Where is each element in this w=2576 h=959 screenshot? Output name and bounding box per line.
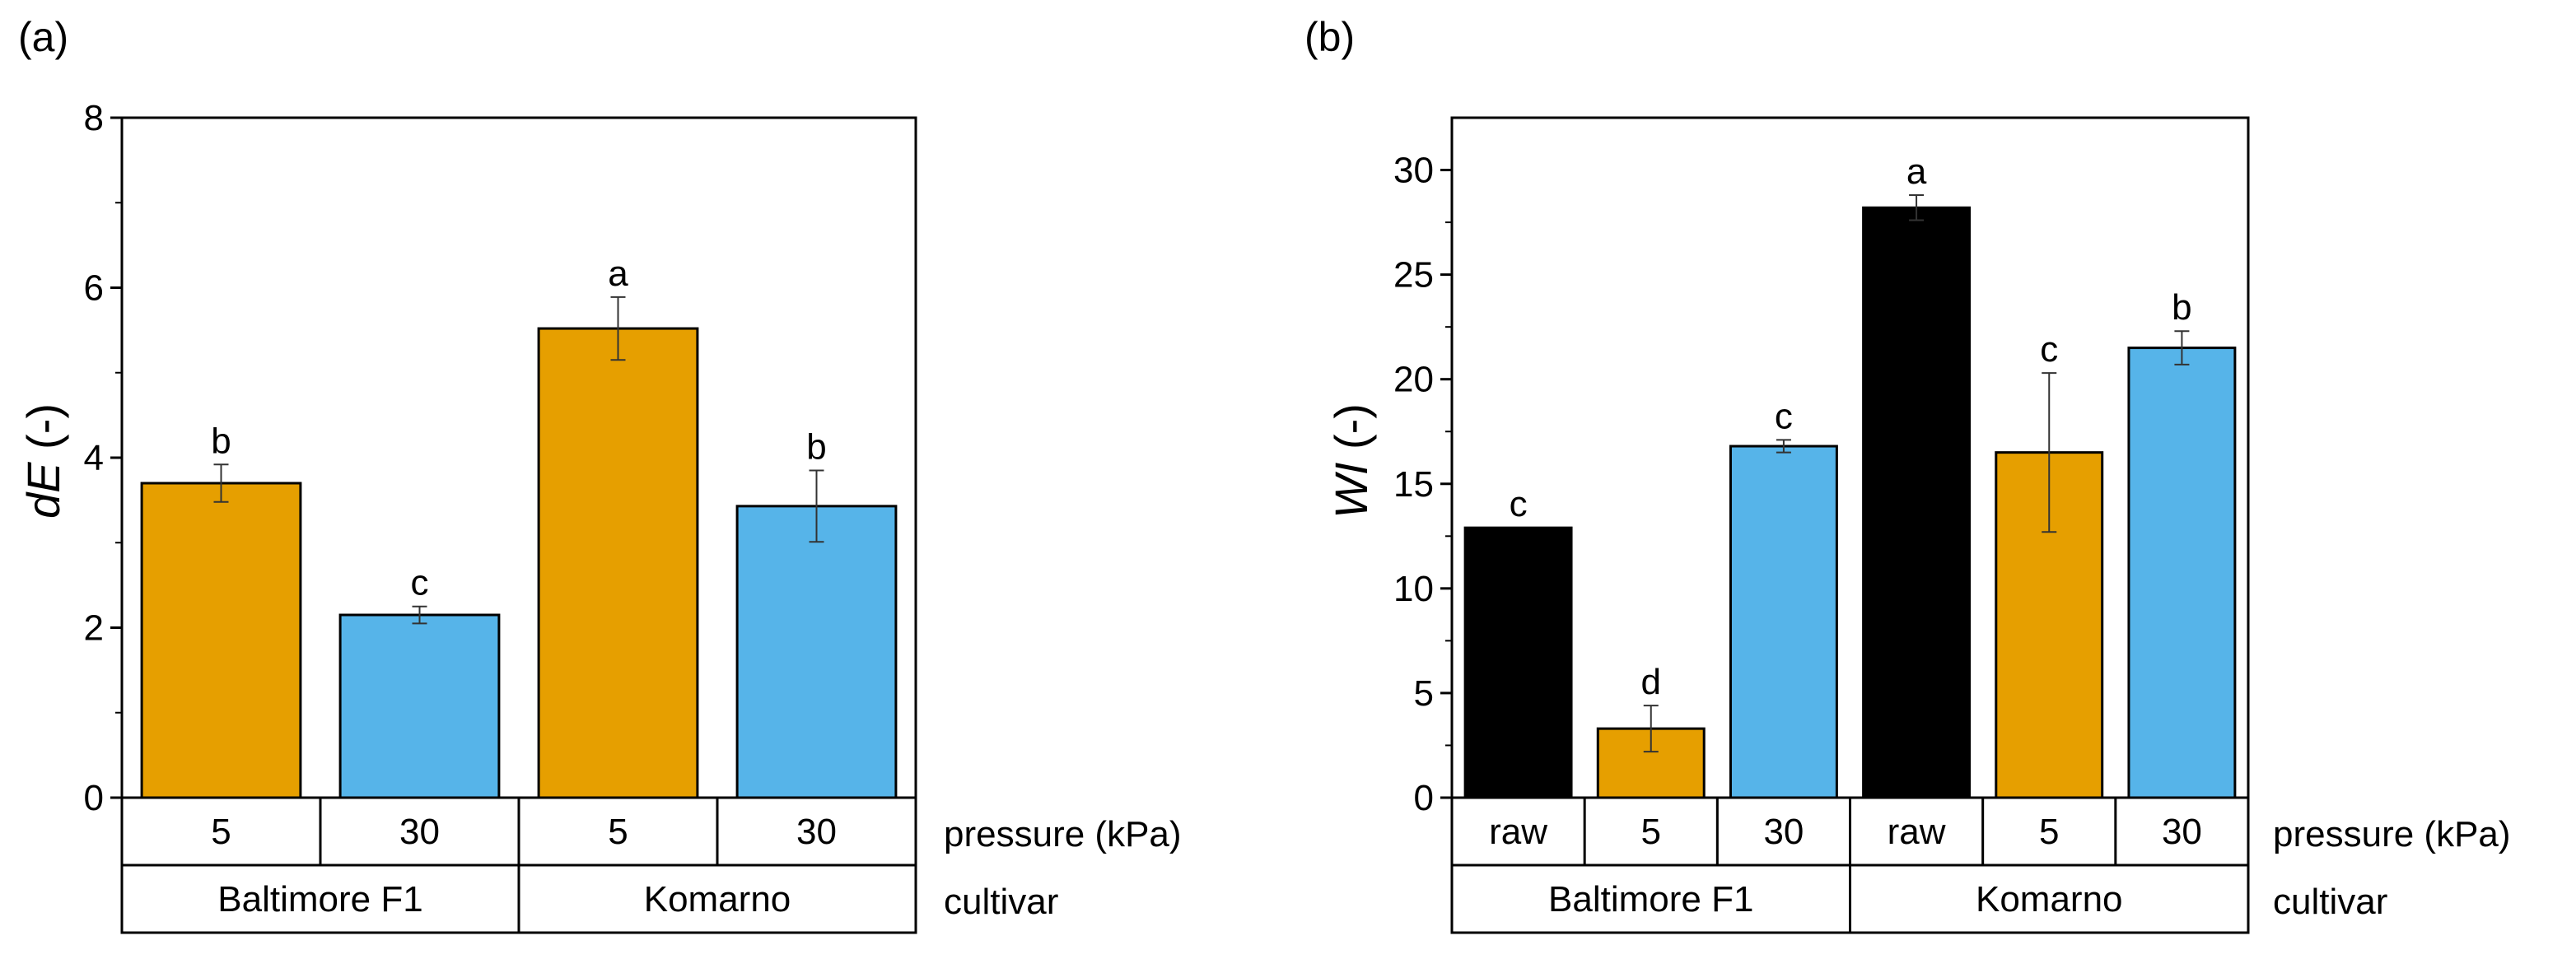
panel-b-y-tick-label-3: 10 (1393, 569, 1434, 609)
panel-a-y-tick-label-5: 8 (84, 98, 104, 138)
panel-b-bar-6 (2127, 347, 2237, 799)
panel-b-significance-letter-2: d (1641, 662, 1661, 702)
panel-a-cultivar-cell-1: Baltimore F1 (217, 879, 422, 919)
panel-b-pressure-cell-3: 30 (1763, 812, 1804, 852)
panel-a-bar-3 (537, 327, 699, 799)
panel-b-pressure-cell-2: 5 (1641, 812, 1661, 852)
panel-a-pressure-cell-2: 30 (399, 812, 440, 852)
panel-a-pressure-cell-4: 30 (796, 812, 837, 852)
panel-b-significance-letter-3: c (1775, 396, 1793, 436)
panel-b-significance-letter-6: b (2172, 287, 2191, 328)
panel-a-label: (a) (18, 14, 68, 60)
panel-a-significance-letter-2: c (411, 563, 429, 603)
panel-b-significance-letter-1: c (1510, 484, 1528, 524)
panel-a-significance-letter-1: b (211, 421, 231, 461)
panel-a-y-axis-label: dE (-) (17, 403, 69, 519)
panel-a-cultivar-row-label: cultivar (944, 882, 1058, 922)
panel-a-bar-4 (735, 505, 898, 799)
panel-b-significance-letter-4: a (1906, 151, 1927, 192)
panel-b-pressure-cell-4: raw (1888, 812, 1946, 852)
panel-b-y-tick-label-5: 20 (1393, 360, 1434, 400)
panel-a-bar-2 (338, 613, 501, 799)
panel-a-significance-letter-4: b (806, 426, 826, 467)
panel-a-pressure-row-label: pressure (kPa) (944, 814, 1182, 854)
panel-a-bar-1 (140, 482, 302, 799)
panel-b-y-tick-label-4: 15 (1393, 464, 1434, 505)
panel-b-pressure-cell-6: 30 (2162, 812, 2202, 852)
panel-b-cultivar-row-label: cultivar (2273, 882, 2387, 922)
panel-b-pressure-cell-5: 5 (2039, 812, 2059, 852)
panel-b-y-tick-label-1: 0 (1414, 778, 1434, 818)
panel-a-pressure-cell-3: 5 (608, 812, 628, 852)
panel-b-bar-4 (1862, 206, 1972, 799)
panel-b-pressure-cell-1: raw (1489, 812, 1547, 852)
panel-b-y-axis-label: WI (-) (1325, 403, 1377, 519)
panel-b-pressure-row-label: pressure (kPa) (2273, 814, 2511, 854)
panel-b-significance-letter-5: c (2040, 329, 2058, 370)
panel-a-y-tick-label-4: 6 (84, 268, 104, 309)
panel-a-y-tick-label-3: 4 (84, 438, 104, 478)
panel-a-y-tick-label-1: 0 (84, 778, 104, 818)
panel-a-y-tick-label-2: 2 (84, 608, 104, 649)
panel-a-pressure-cell-1: 5 (211, 812, 231, 852)
panel-b-cultivar-cell-1: Baltimore F1 (1548, 879, 1753, 919)
panel-a-cultivar-cell-2: Komarno (644, 879, 791, 919)
panel-b-label: (b) (1304, 14, 1355, 60)
panel-b-bar-1 (1463, 526, 1573, 799)
panel-b-y-tick-label-2: 5 (1414, 673, 1434, 714)
panel-a-chart: (a) dE (-) pressure (kPa) cultivar b c a b 0… (17, 14, 1182, 934)
panel-b-y-tick-label-7: 30 (1393, 151, 1434, 191)
panel-a-significance-letter-3: a (608, 254, 628, 294)
panel-b-y-tick-label-6: 25 (1393, 255, 1434, 296)
panel-b-bar-3 (1729, 445, 1838, 799)
panel-b-chart: (b) WI (-) pressure (kPa) cultivar c d c a c… (1304, 14, 2511, 934)
panel-b-cultivar-cell-2: Komarno (1976, 879, 2123, 919)
